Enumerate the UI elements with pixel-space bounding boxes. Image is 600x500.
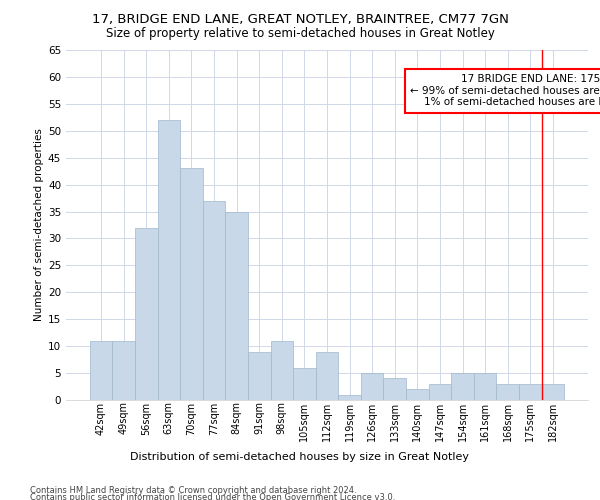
Bar bbox=[90, 341, 112, 400]
Text: Contains HM Land Registry data © Crown copyright and database right 2024.: Contains HM Land Registry data © Crown c… bbox=[30, 486, 356, 495]
Text: Distribution of semi-detached houses by size in Great Notley: Distribution of semi-detached houses by … bbox=[131, 452, 470, 462]
Text: 17 BRIDGE END LANE: 175sqm
← 99% of semi-detached houses are smaller (284)
1% of: 17 BRIDGE END LANE: 175sqm ← 99% of semi… bbox=[410, 74, 600, 108]
Bar bbox=[135, 228, 158, 400]
Bar bbox=[203, 201, 226, 400]
Text: 17, BRIDGE END LANE, GREAT NOTLEY, BRAINTREE, CM77 7GN: 17, BRIDGE END LANE, GREAT NOTLEY, BRAIN… bbox=[92, 12, 508, 26]
Bar bbox=[248, 352, 271, 400]
Bar bbox=[316, 352, 338, 400]
Bar bbox=[496, 384, 519, 400]
Bar bbox=[474, 373, 496, 400]
Bar bbox=[428, 384, 451, 400]
Bar bbox=[180, 168, 203, 400]
Bar bbox=[338, 394, 361, 400]
Bar bbox=[271, 341, 293, 400]
Bar bbox=[226, 212, 248, 400]
Y-axis label: Number of semi-detached properties: Number of semi-detached properties bbox=[34, 128, 44, 322]
Bar bbox=[542, 384, 564, 400]
Text: Contains public sector information licensed under the Open Government Licence v3: Contains public sector information licen… bbox=[30, 493, 395, 500]
Bar bbox=[406, 389, 428, 400]
Bar bbox=[519, 384, 542, 400]
Bar bbox=[293, 368, 316, 400]
Bar bbox=[451, 373, 474, 400]
Bar bbox=[158, 120, 180, 400]
Bar bbox=[383, 378, 406, 400]
Text: Size of property relative to semi-detached houses in Great Notley: Size of property relative to semi-detach… bbox=[106, 28, 494, 40]
Bar bbox=[112, 341, 135, 400]
Bar bbox=[361, 373, 383, 400]
